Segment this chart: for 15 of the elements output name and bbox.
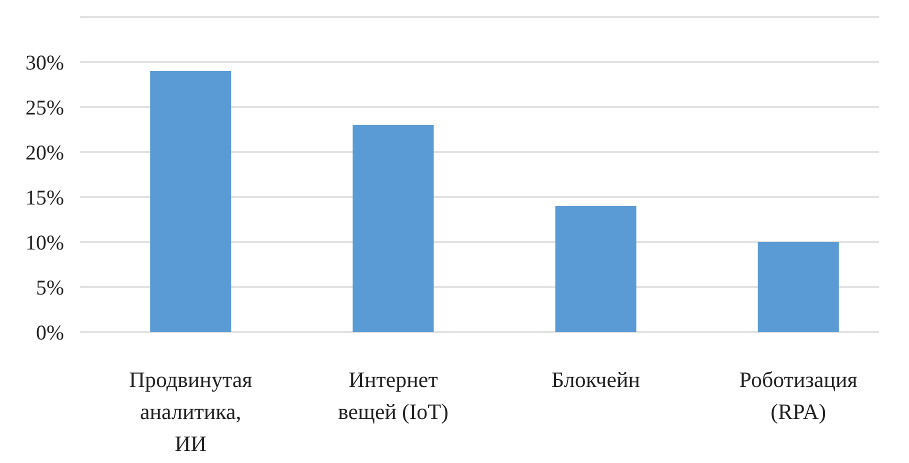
bar [352, 125, 434, 332]
y-tick-label: 20% [26, 140, 64, 164]
bar [555, 206, 636, 332]
bar [150, 71, 232, 332]
x-tick-label: Продвинутая аналитика, ИИ [129, 367, 252, 456]
y-tick-label: 30% [26, 50, 64, 74]
y-tick-label: 5% [36, 275, 64, 300]
y-tick-label: 15% [26, 185, 64, 210]
y-tick-label: 25% [26, 95, 64, 120]
x-tick-label: Блокчейн [552, 367, 640, 392]
bar [758, 242, 839, 332]
y-tick-label: 10% [26, 230, 64, 254]
y-tick-label: 0% [36, 320, 64, 344]
x-tick-label: Роботизация (RPA) [739, 367, 858, 424]
x-tick-label: Интернет вещей (IoT) [338, 367, 448, 424]
